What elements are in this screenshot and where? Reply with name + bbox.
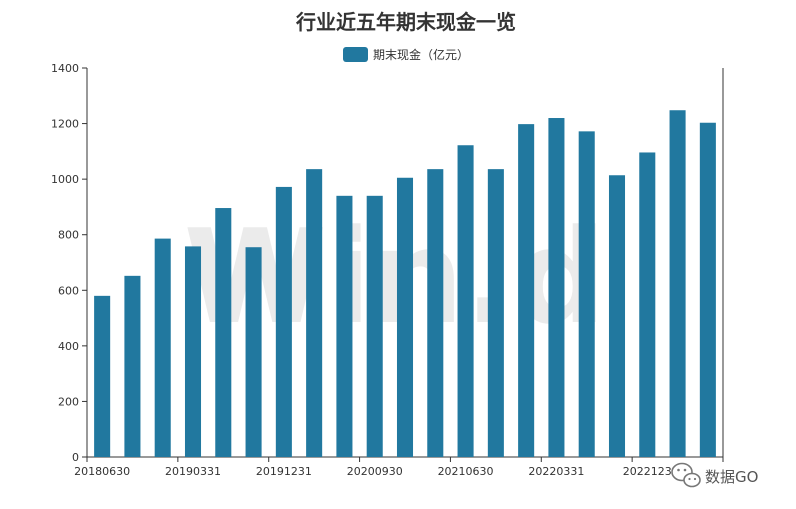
- y-tick-label: 600: [58, 284, 79, 297]
- bar-20210331[interactable]: [427, 169, 444, 457]
- y-axis: 0 200 400 600 800 1000 1200 1400: [51, 62, 88, 464]
- y-tick-label: 200: [58, 395, 79, 408]
- x-tick-label: 20180630: [74, 465, 130, 478]
- y-tick-label: 400: [58, 340, 79, 353]
- bar-20221231[interactable]: [639, 152, 656, 457]
- bar-20230630[interactable]: [699, 122, 716, 457]
- bar-20201231[interactable]: [396, 177, 414, 457]
- bar-20210630[interactable]: [457, 145, 474, 457]
- bar-20200630[interactable]: [336, 195, 353, 458]
- bar-20230331[interactable]: [669, 110, 686, 457]
- bar-20210930[interactable]: [487, 169, 504, 457]
- bars: [94, 110, 716, 458]
- x-tick-label: 20220331: [528, 465, 584, 478]
- bar-20191231[interactable]: [275, 186, 292, 457]
- legend[interactable]: 期末现金（亿元）: [343, 47, 469, 62]
- x-axis: 20180630 20190331 20191231 20200930 20210630…: [74, 456, 724, 478]
- bar-20180930[interactable]: [124, 275, 141, 457]
- bar-20220331[interactable]: [548, 118, 565, 457]
- chart-title: 行业近五年期末现金一览: [295, 10, 516, 34]
- bar-20181231[interactable]: [154, 238, 171, 457]
- y-tick-label: 1200: [51, 118, 79, 131]
- wechat-icon: [671, 462, 701, 488]
- x-tick-label: 20210630: [438, 465, 494, 478]
- bar-20220630[interactable]: [578, 131, 595, 457]
- x-tick-label: 20200930: [347, 465, 403, 478]
- bar-20200930[interactable]: [366, 195, 383, 458]
- bar-20180630[interactable]: [94, 295, 111, 457]
- bar-20190630[interactable]: [215, 208, 232, 457]
- y-tick-label: 0: [72, 451, 79, 464]
- bar-20200331[interactable]: [306, 169, 323, 457]
- brand-name: 数据GO: [705, 468, 758, 486]
- bar-20190930[interactable]: [245, 247, 262, 457]
- y-tick-label: 1400: [51, 62, 79, 75]
- bar-20211231[interactable]: [518, 124, 535, 458]
- legend-label: 期末现金（亿元）: [373, 47, 469, 62]
- x-tick-label: 20190331: [165, 465, 221, 478]
- y-tick-label: 1000: [51, 173, 79, 186]
- bar-20190331[interactable]: [184, 246, 202, 457]
- bar-20220930[interactable]: [608, 175, 626, 457]
- brand: 数据GO: [671, 462, 758, 488]
- x-tick-label: 2022123: [623, 465, 672, 478]
- y-tick-label: 800: [58, 229, 79, 242]
- legend-swatch: [343, 47, 368, 62]
- x-tick-label: 20191231: [256, 465, 312, 478]
